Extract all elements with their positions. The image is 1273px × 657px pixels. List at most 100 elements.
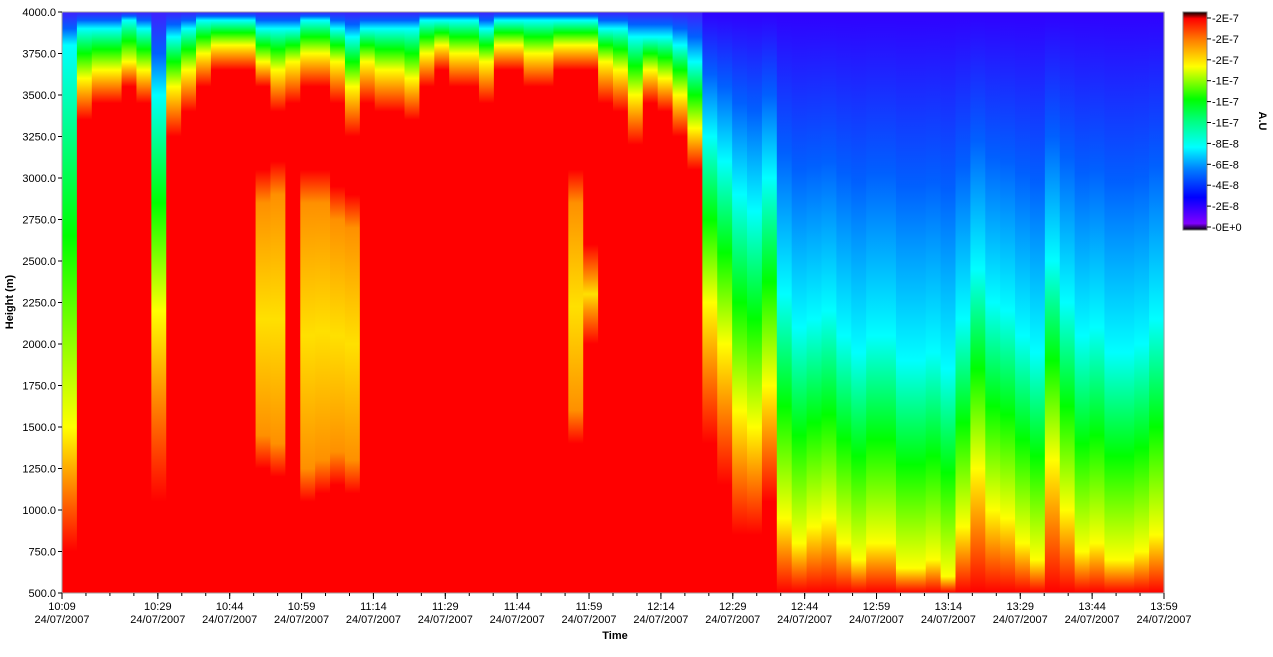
heatmap-cell [136, 12, 152, 593]
heatmap-column [106, 12, 123, 593]
heatmap-cell [1000, 12, 1016, 593]
heatmap-cell [225, 12, 242, 593]
x-tick-time-label: 10:09 [48, 601, 76, 613]
x-tick-date-label: 24/07/2007 [633, 614, 688, 626]
heatmap-column [791, 12, 808, 593]
y-tick-label: 2750.0 [22, 215, 56, 227]
x-tick-date-label: 24/07/2007 [849, 614, 904, 626]
heatmap-cell [970, 12, 986, 593]
x-tick-date-label: 24/07/2007 [490, 614, 545, 626]
heatmap-cell [62, 12, 78, 593]
heatmap-column [806, 12, 823, 593]
heatmap-cell [1089, 12, 1106, 593]
heatmap-cell [344, 12, 361, 593]
heatmap-cell [925, 12, 942, 593]
y-tick-label: 2250.0 [22, 298, 56, 310]
heatmap-column [776, 12, 793, 593]
heatmap-cell [374, 12, 391, 593]
heatmap-column [1134, 12, 1150, 593]
x-tick-date-label: 24/07/2007 [1136, 614, 1191, 626]
heatmap-column [315, 12, 331, 593]
heatmap-column [925, 12, 942, 593]
heatmap-column [1044, 12, 1061, 593]
y-tick-label: 1250.0 [22, 464, 56, 476]
y-tick-label: 1500.0 [22, 422, 56, 434]
heatmap-cell [806, 12, 823, 593]
heatmap-cell [1104, 12, 1120, 593]
x-tick-date-label: 24/07/2007 [34, 614, 89, 626]
heatmap-cell [196, 12, 212, 593]
x-tick-time-label: 13:59 [1150, 601, 1178, 613]
heatmap-column [285, 12, 301, 593]
heatmap-column [166, 12, 182, 593]
x-tick-time-label: 13:14 [935, 601, 963, 613]
heatmap-column [344, 12, 361, 593]
heatmap-cell [404, 12, 420, 593]
heatmap-cell [895, 12, 912, 593]
heatmap-column [955, 12, 971, 593]
heatmap-cell [493, 12, 510, 593]
heatmap-cell [627, 12, 644, 593]
heatmap-column [121, 12, 138, 593]
x-tick-date-label: 24/07/2007 [202, 614, 257, 626]
heatmap-column [1029, 12, 1046, 593]
heatmap-cell [330, 12, 346, 593]
heatmap-cell [1059, 12, 1076, 593]
heatmap-cell [91, 12, 108, 593]
heatmap-cell [747, 12, 763, 593]
heatmap-cell [553, 12, 569, 593]
heatmap-column [702, 12, 718, 593]
x-tick-time-label: 13:44 [1078, 601, 1106, 613]
heatmap-cell [568, 12, 584, 593]
heatmap-column [62, 12, 78, 593]
heatmap-cell [717, 12, 733, 593]
heatmap-column [732, 12, 748, 593]
x-tick-time-label: 11:59 [576, 601, 603, 613]
heatmap-column [1015, 12, 1031, 593]
heatmap-column [747, 12, 763, 593]
colorbar-tick-label: -8E-8 [1212, 138, 1239, 150]
heatmap-column [91, 12, 108, 593]
heatmap-column [672, 12, 689, 593]
heatmap-cell [106, 12, 123, 593]
heatmap-cell [583, 12, 599, 593]
heatmap-column [583, 12, 599, 593]
heatmap-cell [642, 12, 659, 593]
y-tick-label: 3750.0 [22, 49, 56, 61]
heatmap-cell [702, 12, 718, 593]
heatmap-column [970, 12, 986, 593]
heatmap-cell [1044, 12, 1061, 593]
colorbar-tick-label: -2E-7 [1212, 34, 1239, 46]
heatmap-cell [210, 12, 227, 593]
x-tick-date-label: 24/07/2007 [130, 614, 185, 626]
x-tick-time-label: 13:29 [1006, 601, 1034, 613]
heatmap-cell [449, 12, 465, 593]
heatmap-column [821, 12, 837, 593]
x-tick-time-label: 11:14 [360, 601, 387, 613]
colorbar-label: A.U [1256, 112, 1268, 131]
y-tick-label: 3000.0 [22, 173, 56, 185]
heatmap-cell [657, 12, 674, 593]
heatmap-column [836, 12, 852, 593]
y-tick-label: 3500.0 [22, 90, 56, 102]
heatmap-cell [1029, 12, 1046, 593]
x-axis: 10:0924/07/200710:2924/07/200710:4424/07… [34, 593, 1192, 626]
heatmap-column [136, 12, 152, 593]
heatmap-cell [389, 12, 406, 593]
heatmap-cell [508, 12, 525, 593]
heatmap-cell [761, 12, 778, 593]
heatmap-cell [1015, 12, 1031, 593]
heatmap-cell [1119, 12, 1135, 593]
y-tick-label: 1000.0 [22, 505, 56, 517]
heatmap-plot-area [62, 12, 1165, 593]
y-tick-label: 3250.0 [22, 132, 56, 144]
heatmap-column [866, 12, 882, 593]
colorbar-ticks: -2E-7 -2E-7 -2E-7 -1E-7 -1E-7 -1E-7 -8E-8 -6E-8… [1207, 13, 1242, 234]
heatmap-column [464, 12, 480, 593]
heatmap-cell [955, 12, 971, 593]
x-tick-time-label: 10:59 [288, 601, 316, 613]
heatmap-column [493, 12, 510, 593]
heatmap-cell [151, 12, 167, 593]
